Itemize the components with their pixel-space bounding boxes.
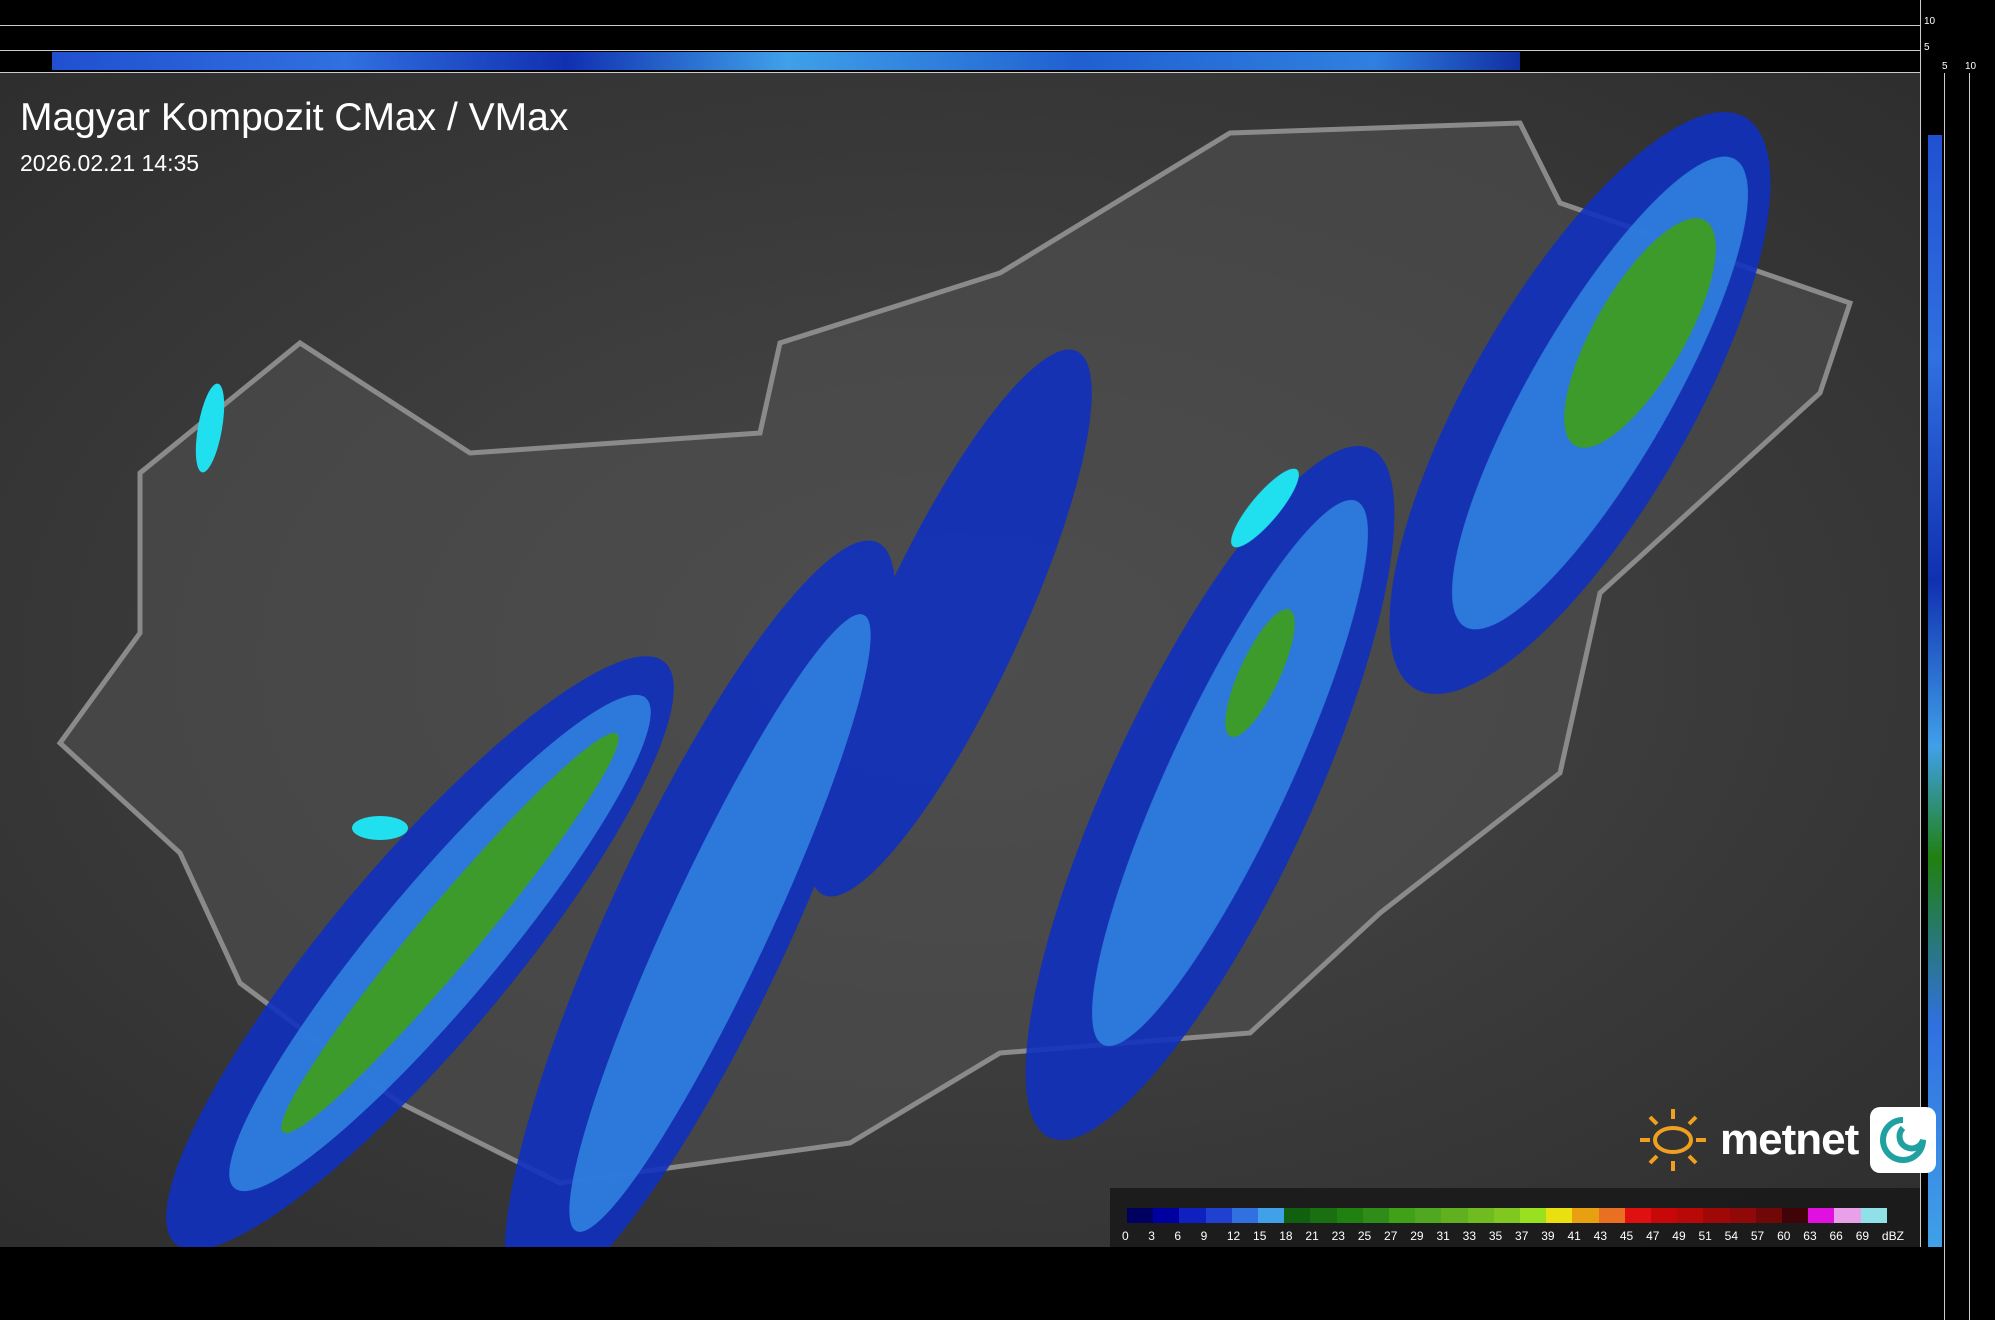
gridline — [1944, 73, 1945, 1320]
legend-swatch — [1520, 1208, 1547, 1223]
swirl-icon — [1870, 1107, 1937, 1173]
legend-label: 63 — [1803, 1229, 1817, 1243]
gridline — [0, 50, 1920, 51]
legend-swatch — [1415, 1208, 1442, 1223]
legend-swatch — [1572, 1208, 1599, 1223]
legend-swatch — [1703, 1208, 1730, 1223]
legend-swatch — [1651, 1208, 1678, 1223]
legend-swatch — [1362, 1208, 1390, 1223]
radar-map[interactable] — [0, 73, 1920, 1306]
logo-text: metnet — [1720, 1115, 1859, 1164]
legend-swatch — [1127, 1208, 1154, 1223]
sun-icon — [1640, 1109, 1706, 1171]
gridline — [1969, 73, 1970, 1320]
legend-label: 51 — [1698, 1229, 1712, 1243]
legend-swatch — [1336, 1208, 1363, 1223]
legend-unit: dBZ — [1881, 1229, 1904, 1243]
legend-swatch — [1624, 1208, 1652, 1223]
legend-label: 3 — [1148, 1229, 1155, 1243]
legend-swatch — [1389, 1208, 1416, 1223]
legend-label: 9 — [1200, 1229, 1208, 1243]
legend-swatch — [1284, 1208, 1311, 1223]
legend-swatch — [1546, 1208, 1573, 1223]
gridline — [1920, 0, 1921, 1247]
tick-label: 10 — [1965, 61, 1977, 72]
legend-swatch — [1808, 1208, 1835, 1223]
timestamp: 2026.02.21 14:35 — [20, 150, 200, 176]
legend-label: 66 — [1829, 1229, 1843, 1243]
legend-label: 6 — [1174, 1229, 1182, 1243]
top-profile-echo — [52, 52, 1520, 70]
legend-label: 54 — [1724, 1229, 1739, 1243]
legend-swatch — [1205, 1208, 1232, 1223]
legend-swatch — [1153, 1208, 1180, 1223]
metnet-logo: metnet — [1638, 1105, 1937, 1175]
legend-label: 25 — [1357, 1229, 1372, 1243]
legend-swatch — [1834, 1208, 1861, 1223]
legend-swatch — [1310, 1208, 1337, 1223]
legend-label: 33 — [1462, 1229, 1476, 1243]
legend-label: 41 — [1567, 1229, 1581, 1243]
gridline — [0, 72, 1920, 73]
legend-swatch — [1258, 1208, 1285, 1223]
legend-swatch — [1755, 1208, 1783, 1223]
legend-label: 39 — [1541, 1229, 1555, 1243]
legend-label: 15 — [1253, 1229, 1267, 1243]
tick-label: 10 — [1924, 16, 1936, 27]
legend-label: 60 — [1777, 1229, 1791, 1243]
tick-label: 5 — [1924, 42, 1930, 53]
legend-label: 29 — [1410, 1229, 1424, 1243]
legend-label: 35 — [1488, 1229, 1503, 1243]
legend-label: 31 — [1436, 1229, 1450, 1243]
legend-swatch — [1493, 1208, 1521, 1223]
legend-swatch — [1231, 1208, 1259, 1223]
dbz-legend: 0 3 6 9 12 15 18 21 23 25 27 29 31 33 35 37 39 41 43 45 47 49… — [1110, 1188, 1920, 1247]
legend-label: 47 — [1646, 1229, 1660, 1243]
tick-label: 5 — [1942, 61, 1948, 72]
legend-labels: 0 3 6 9 12 15 18 21 23 25 27 29 31 33 35 37 39 41 43 45 47 49… — [1122, 1229, 1904, 1243]
right-profile-echo — [1928, 135, 1942, 1247]
legend-swatch — [1179, 1208, 1206, 1223]
legend-label: 0 — [1122, 1229, 1129, 1243]
legend-swatch — [1467, 1208, 1494, 1223]
legend-label: 43 — [1593, 1229, 1608, 1243]
legend-label: 45 — [1619, 1229, 1634, 1243]
legend-label: 69 — [1855, 1229, 1870, 1243]
gridline — [0, 25, 1920, 26]
top-profile-panel — [0, 0, 1920, 73]
legend-label: 21 — [1305, 1229, 1319, 1243]
legend-label: 27 — [1384, 1229, 1398, 1243]
legend-swatch — [1782, 1208, 1809, 1223]
legend-label: 37 — [1515, 1229, 1529, 1243]
legend-swatches — [1127, 1208, 1887, 1223]
legend-swatch — [1598, 1208, 1625, 1223]
legend-swatch — [1677, 1208, 1704, 1223]
legend-label: 18 — [1279, 1229, 1293, 1243]
legend-label: 23 — [1331, 1229, 1345, 1243]
legend-swatch — [1441, 1208, 1468, 1223]
map-title: Magyar Kompozit CMax / VMax — [20, 96, 569, 139]
legend-label: 12 — [1226, 1229, 1241, 1243]
legend-label: 57 — [1750, 1229, 1765, 1243]
legend-label: 49 — [1672, 1229, 1686, 1243]
legend-swatch — [1729, 1208, 1756, 1223]
legend-swatch — [1860, 1208, 1887, 1223]
radar-layer — [0, 73, 1920, 1306]
